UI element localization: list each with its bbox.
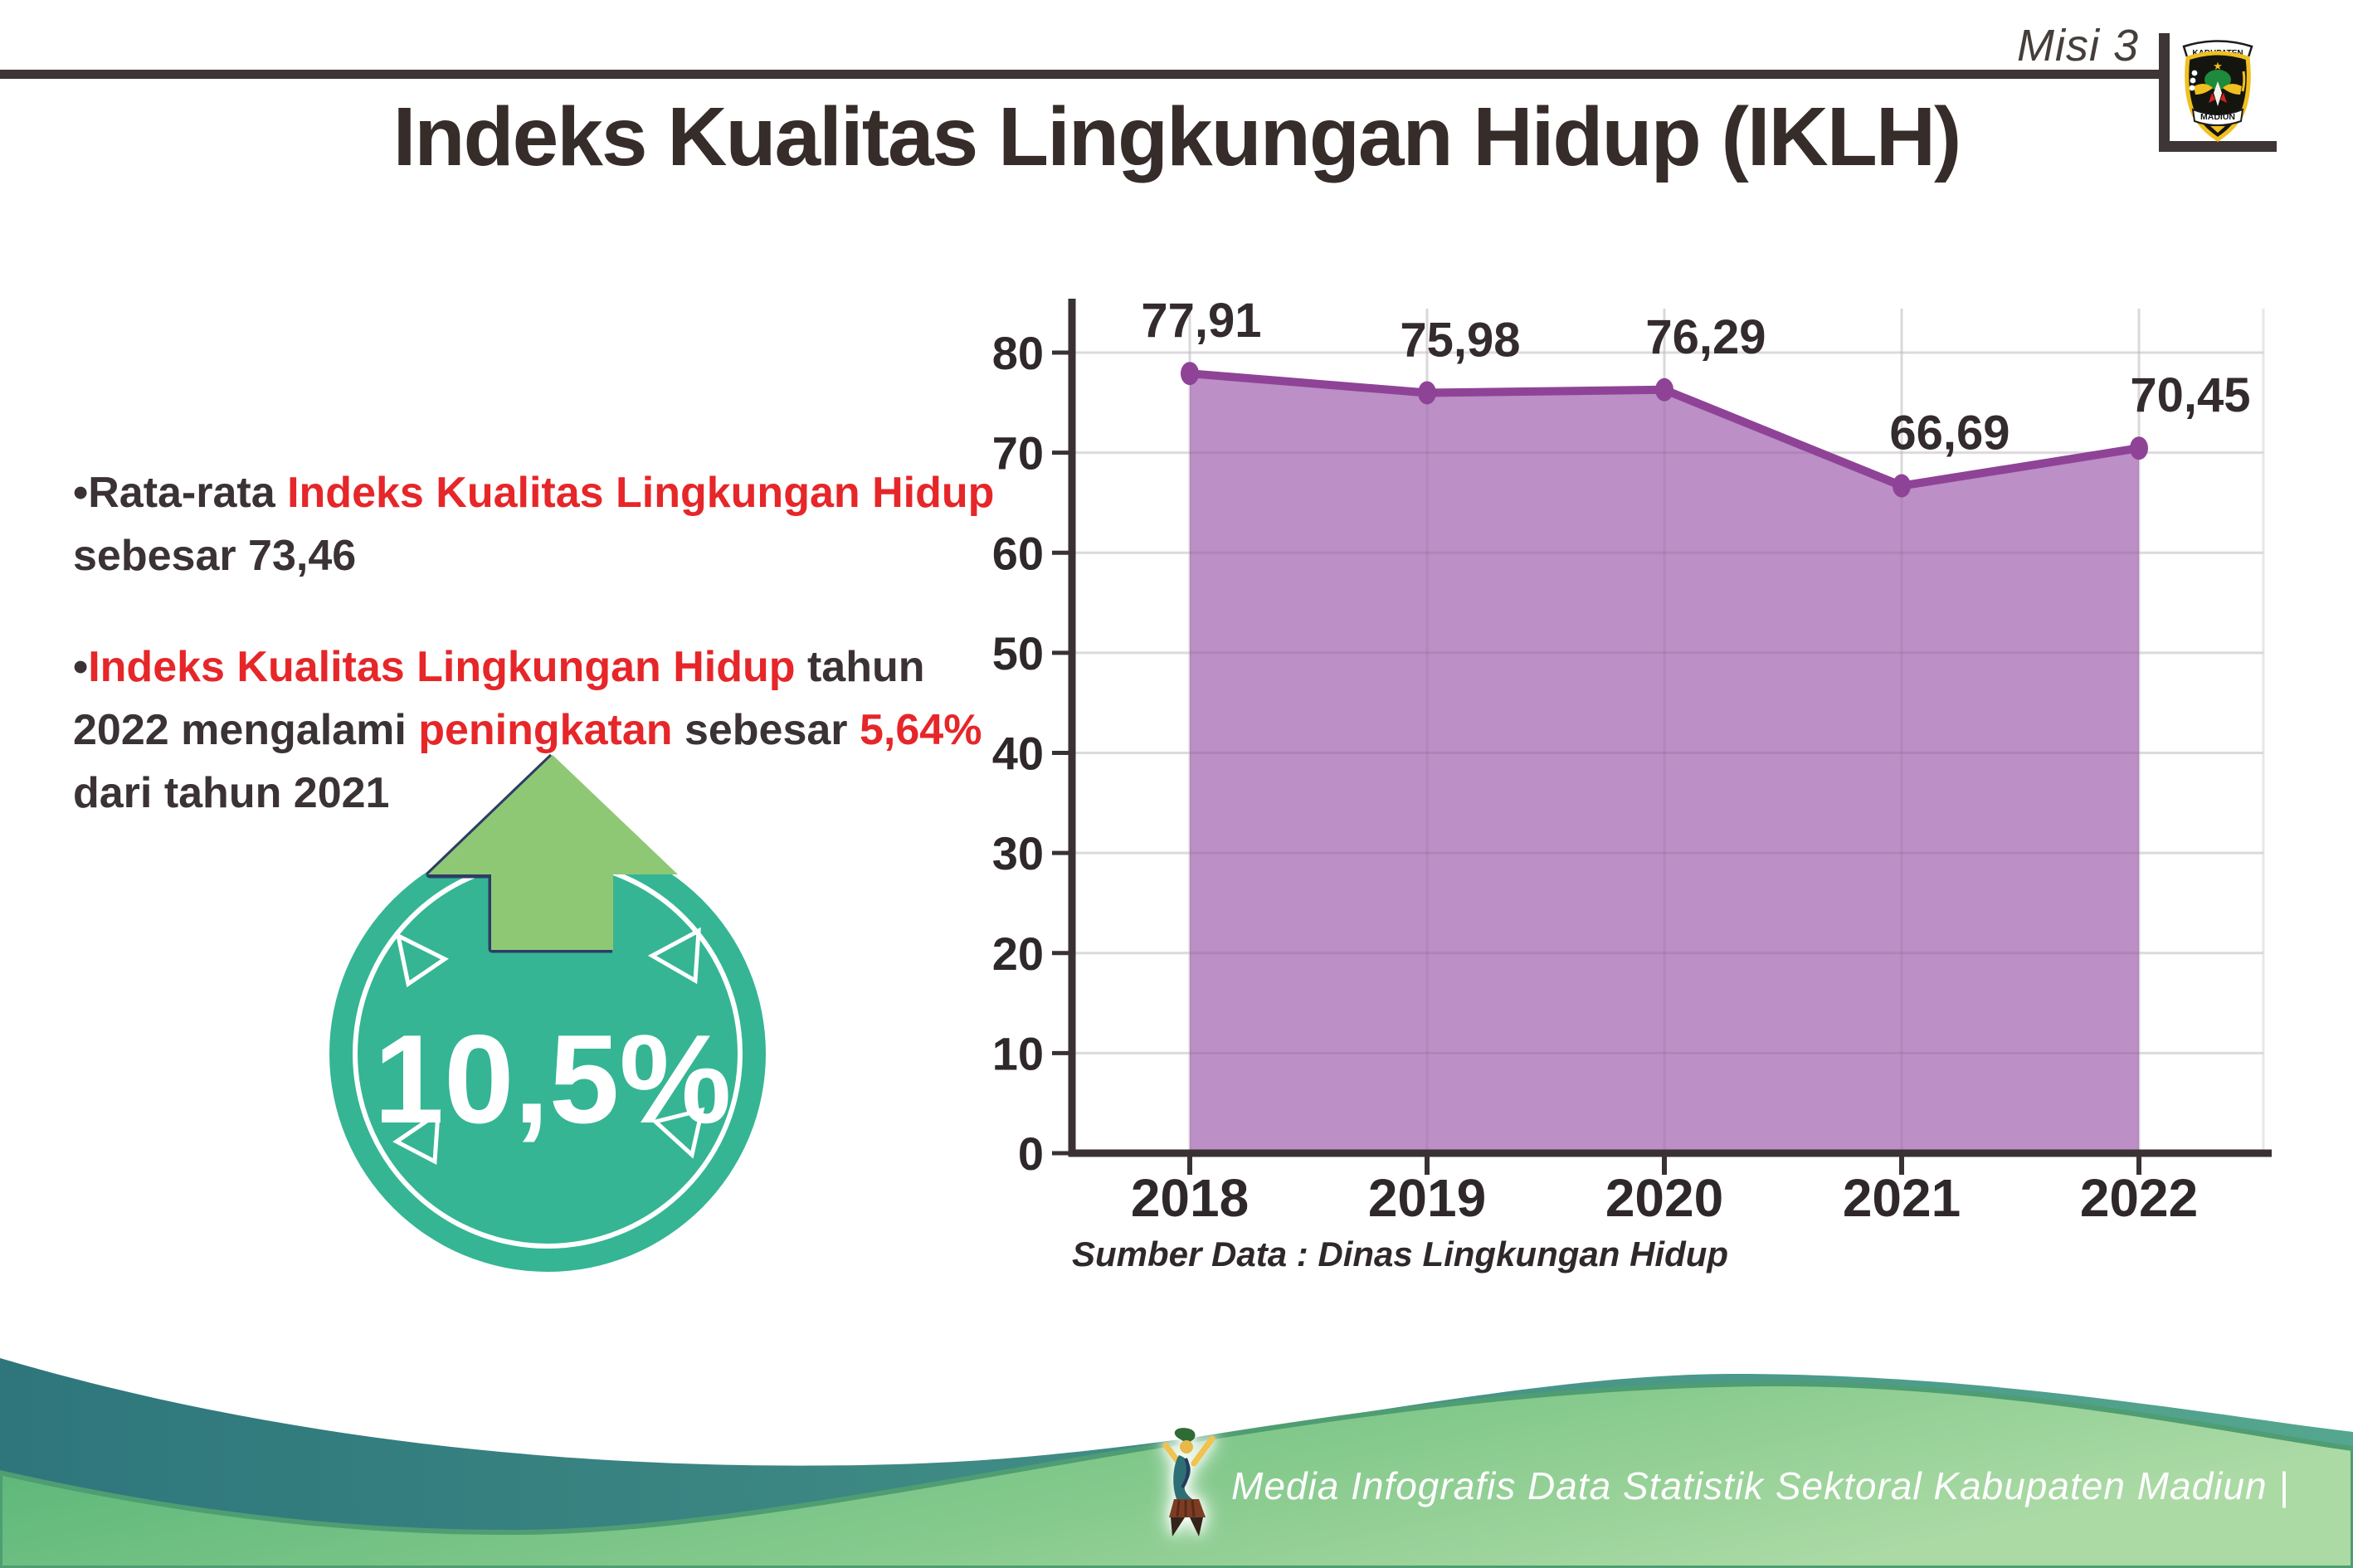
bullet-marker: •	[73, 643, 89, 691]
bullet-text: Rata-rata	[88, 469, 288, 517]
page-title: Indeks Kualitas Lingkungan Hidup (IKLH)	[392, 90, 1962, 183]
logo-right-wing-icon	[2223, 83, 2242, 95]
logo-corner-bracket-vertical	[2159, 33, 2170, 152]
bullet-marker: •	[73, 469, 89, 517]
bullet-text-highlight: Indeks Kualitas Lingkungan Hidup	[88, 643, 796, 691]
logo-cotton-icon	[2189, 85, 2195, 91]
svg-text:20: 20	[992, 928, 1044, 980]
chart-x-axis-labels: 2018 2019 2020 2021 2022	[1131, 1168, 2198, 1228]
svg-text:2018: 2018	[1131, 1168, 1249, 1228]
logo-keris-icon	[2214, 81, 2222, 106]
svg-text:77,91: 77,91	[1141, 294, 1261, 348]
mascot-head	[1180, 1440, 1193, 1454]
chart-y-axis-labels: 0 10 20 30 40 50 60 70 80	[992, 327, 1044, 1180]
logo-cotton-icon	[2191, 70, 2198, 76]
svg-text:2022: 2022	[2080, 1168, 2198, 1228]
mascot-sash	[1181, 1458, 1190, 1489]
logo-bottom-banner	[2191, 108, 2244, 126]
logo-wheat-icon	[2241, 71, 2246, 92]
chart-axes	[1052, 299, 2272, 1175]
bullet-text: sebesar	[672, 706, 860, 754]
svg-text:76,29: 76,29	[1645, 310, 1766, 364]
footer-caption: Media Infografis Data Statistik Sektoral…	[1231, 1464, 2290, 1507]
mascot-skirt	[1169, 1499, 1206, 1517]
svg-text:0: 0	[1018, 1127, 1044, 1180]
svg-text:75,98: 75,98	[1400, 313, 1520, 367]
badge-triangle-accent	[650, 1107, 705, 1159]
iklh-line-chart: 0 10 20 30 40 50 60 70 80 2018 2019 2020 2021 2022 7…	[992, 294, 2272, 1228]
logo-red-ribbon-left	[2209, 93, 2215, 103]
summary-bullets: •Rata-rata Indeks Kualitas Lingkungan Hi…	[73, 461, 1027, 873]
bullet-text-highlight: peningkatan	[418, 706, 673, 754]
chart-source-note: Sumber Data : Dinas Lingkungan Hidup	[1072, 1234, 1729, 1273]
bullet-text: sebesar 73,46	[73, 532, 357, 580]
logo-cotton-icon	[2190, 77, 2196, 84]
badge-triangle-accent	[647, 927, 701, 985]
mission-label: Misi 3	[2016, 21, 2139, 71]
mascot-torso	[1173, 1455, 1192, 1504]
badge-value: 10,5%	[374, 1009, 732, 1150]
svg-text:70,45: 70,45	[2130, 368, 2250, 422]
svg-text:10: 10	[992, 1027, 1044, 1079]
top-divider-line	[0, 70, 2161, 79]
chart-gridlines-overlay	[1075, 309, 2263, 1152]
svg-text:70: 70	[992, 427, 1044, 480]
logo-red-ribbon-right	[2220, 93, 2227, 103]
increase-badge: 10,5%	[329, 753, 766, 1272]
bullet-text-highlight: 5,64%	[860, 706, 982, 754]
logo-star-icon: ★	[2213, 60, 2223, 72]
logo-corner-bracket-horizontal	[2159, 141, 2277, 152]
chart-point-markers	[1181, 362, 2148, 498]
bullet-text: dari tahun 2021	[73, 769, 390, 817]
chart-data-labels: 77,91 75,98 76,29 66,69 70,45	[1141, 294, 2250, 460]
svg-text:80: 80	[992, 327, 1044, 379]
logo-left-wing-icon	[2194, 83, 2213, 95]
kabupaten-madiun-logo-icon: KABUPATEN ★ MADIUN	[2182, 40, 2253, 143]
svg-text:2020: 2020	[1605, 1168, 1723, 1228]
logo-bottom-ornament	[2210, 126, 2225, 133]
svg-text:50: 50	[992, 627, 1044, 679]
mascot-skirt-pleats	[1176, 1499, 1196, 1517]
badge-triangle-accent	[395, 932, 449, 988]
svg-text:2021: 2021	[1843, 1168, 1961, 1228]
mascot-left-leg	[1171, 1517, 1185, 1536]
svg-text:30: 30	[992, 827, 1044, 879]
svg-text:2019: 2019	[1368, 1168, 1486, 1228]
bullet-text: tahun 2022 mengalami	[73, 643, 925, 754]
dancer-mascot-icon	[1162, 1428, 1215, 1536]
bullet-text-highlight: Indeks Kualitas Lingkungan Hidup	[287, 469, 995, 517]
up-arrow-icon	[428, 755, 678, 950]
badge-circle	[329, 835, 766, 1272]
svg-text:60: 60	[992, 527, 1044, 579]
mascot-right-leg	[1190, 1517, 1203, 1536]
logo-bottom-banner-text: MADIUN	[2200, 112, 2235, 122]
chart-area-fill	[1190, 373, 2139, 1152]
bullet-increase-2022: •Indeks Kualitas Lingkungan Hidup tahun …	[73, 635, 1027, 825]
svg-text:40: 40	[992, 728, 1044, 780]
svg-text:66,69: 66,69	[1889, 407, 2010, 460]
mascot-leaf	[1174, 1428, 1196, 1443]
badge-triangle-accent	[392, 1109, 441, 1165]
bullet-average-iklh: •Rata-rata Indeks Kualitas Lingkungan Hi…	[73, 461, 1027, 587]
mascot-right-arm	[1191, 1435, 1215, 1467]
